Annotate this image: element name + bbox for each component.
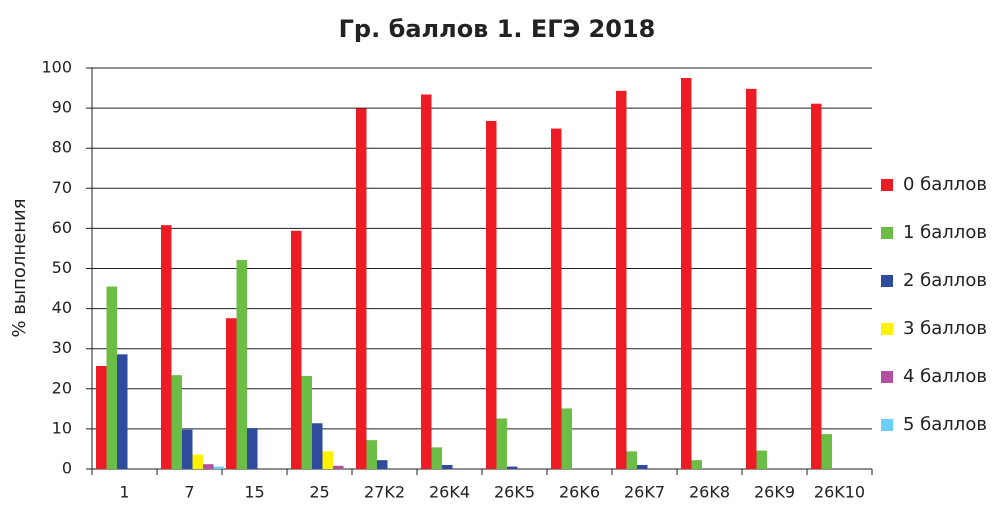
bar (226, 318, 237, 469)
bar (486, 120, 497, 469)
bar (551, 128, 562, 469)
y-tick-label: 0 (62, 459, 72, 478)
legend-swatch (881, 419, 893, 431)
bar (366, 440, 377, 469)
x-tick-label: 7 (184, 483, 194, 502)
bar (691, 460, 702, 469)
bar (182, 429, 193, 469)
bar (192, 454, 203, 469)
bar (616, 90, 627, 470)
bar (171, 375, 182, 469)
legend-swatch (881, 371, 893, 383)
bar (322, 451, 333, 469)
bar (681, 78, 692, 470)
bar (301, 375, 312, 469)
y-tick-label: 10 (52, 418, 72, 437)
bar (431, 447, 442, 469)
y-axis-label: % выполнения (9, 198, 30, 337)
y-tick-label: 80 (52, 138, 72, 157)
x-tick-label: 26K9 (754, 483, 795, 502)
bar (421, 94, 432, 469)
bar (161, 225, 172, 469)
bar (213, 466, 224, 469)
legend-swatch (881, 323, 893, 335)
x-tick-label: 26K4 (429, 483, 470, 502)
bar (626, 451, 637, 469)
bar (96, 365, 107, 469)
y-tick-label: 50 (52, 258, 72, 277)
bar (442, 464, 453, 469)
legend-label: 0 баллов (903, 174, 987, 195)
legend-label: 4 баллов (903, 366, 987, 387)
bar (756, 450, 767, 469)
y-tick-label: 30 (52, 338, 72, 357)
legend-swatch (881, 227, 893, 239)
legend-swatch (881, 179, 893, 191)
bar (333, 465, 344, 469)
bar (637, 464, 648, 469)
bar (377, 460, 388, 469)
legend-swatch (881, 275, 893, 287)
bar (247, 428, 258, 469)
chart-title: Гр. баллов 1. ЕГЭ 2018 (339, 15, 656, 43)
bar (236, 260, 247, 469)
x-tick-label: 15 (244, 483, 264, 502)
legend-label: 5 баллов (903, 414, 987, 435)
bar (561, 408, 572, 469)
x-tick-label: 26K7 (624, 483, 665, 502)
bar (507, 466, 518, 469)
bar (356, 108, 367, 469)
legend-label: 2 баллов (903, 270, 987, 291)
x-tick-label: 26K6 (559, 483, 600, 502)
legend-label: 3 баллов (903, 318, 987, 339)
y-tick-label: 90 (52, 98, 72, 117)
y-tick-label: 70 (52, 178, 72, 197)
x-tick-label: 26K5 (494, 483, 535, 502)
y-tick-label: 60 (52, 218, 72, 237)
bar (496, 418, 507, 469)
bar (117, 354, 128, 469)
x-tick-label: 26K8 (689, 483, 730, 502)
y-tick-label: 40 (52, 298, 72, 317)
bar (312, 423, 323, 469)
bar (203, 464, 214, 469)
y-tick-label: 20 (52, 378, 72, 397)
x-tick-label: 27K2 (364, 483, 405, 502)
x-tick-label: 25 (309, 483, 329, 502)
x-tick-label: 1 (119, 483, 129, 502)
y-tick-label: 100 (41, 58, 72, 77)
legend-label: 1 баллов (903, 222, 987, 243)
bar (821, 434, 832, 469)
bar (746, 88, 757, 470)
bar (291, 230, 302, 469)
bar (811, 103, 822, 470)
bar (106, 286, 117, 469)
x-tick-label: 26K10 (814, 483, 865, 502)
